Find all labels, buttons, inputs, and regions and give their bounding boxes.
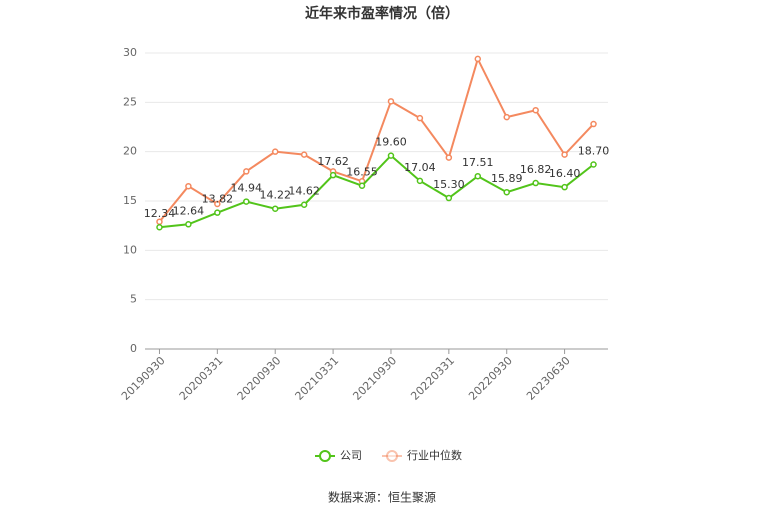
data-label: 19.60	[375, 136, 407, 149]
point	[532, 106, 539, 114]
legend-marker	[386, 450, 398, 462]
data-label: 15.30	[433, 178, 465, 191]
data-label: 14.22	[259, 189, 291, 202]
point	[590, 120, 597, 128]
series-line	[159, 154, 595, 229]
point	[445, 154, 453, 161]
point	[474, 172, 482, 180]
point	[474, 55, 482, 63]
y-tick-label: 20	[123, 145, 137, 158]
point	[243, 168, 250, 175]
point	[214, 200, 221, 208]
series-line	[158, 56, 595, 223]
point	[185, 221, 192, 228]
point	[532, 179, 539, 187]
point	[503, 113, 510, 121]
data-label: 16.82	[520, 163, 552, 176]
point	[185, 182, 192, 190]
point	[271, 205, 279, 212]
x-tick-label: 20210331	[293, 354, 342, 403]
point	[561, 151, 568, 158]
legend-label: 公司	[340, 449, 362, 462]
data-label: 13.82	[202, 193, 234, 206]
y-tick-label: 10	[123, 243, 137, 256]
x-tick-label: 20200331	[177, 354, 226, 403]
point	[300, 201, 308, 208]
data-label: 17.62	[317, 155, 349, 168]
y-tick-label: 30	[123, 46, 137, 59]
x-tick-label: 20230630	[524, 354, 573, 403]
point	[387, 152, 395, 159]
data-label: 14.94	[231, 182, 263, 195]
point	[300, 151, 308, 158]
data-label: 15.89	[491, 172, 523, 185]
y-tick-label: 15	[123, 194, 137, 207]
x-tick-label: 20200930	[235, 354, 284, 403]
point	[416, 177, 424, 185]
point	[214, 209, 221, 216]
data-label: 16.40	[549, 167, 581, 180]
point	[329, 171, 337, 179]
x-tick-label: 20210930	[350, 354, 399, 403]
point	[561, 183, 568, 191]
y-tick-label: 25	[123, 95, 137, 108]
legend-marker	[319, 450, 331, 462]
data-label: 14.62	[288, 185, 320, 198]
data-label: 12.64	[173, 204, 205, 217]
point	[156, 223, 163, 231]
chart-title: 近年来市盈率情况（倍）	[305, 5, 459, 22]
x-tick-label: 20190930	[119, 354, 168, 403]
legend-label: 行业中位数	[407, 448, 462, 462]
y-tick-label: 5	[130, 293, 137, 306]
point	[416, 114, 424, 122]
data-label: 16.55	[346, 166, 378, 179]
data-label: 17.51	[462, 156, 494, 169]
y-tick-label: 0	[130, 342, 137, 355]
x-tick-label: 20220331	[408, 354, 457, 403]
point	[271, 148, 279, 155]
point	[387, 98, 395, 105]
source: 数据来源：恒生聚源	[328, 490, 436, 505]
point	[358, 182, 366, 189]
point	[590, 161, 597, 168]
point	[445, 194, 453, 202]
x-tick-label: 20220930	[466, 354, 515, 403]
data-label: 12.34	[144, 207, 176, 220]
point	[503, 188, 510, 196]
data-label: 17.04	[404, 161, 436, 174]
data-label: 18.70	[578, 144, 610, 157]
point	[243, 198, 250, 205]
